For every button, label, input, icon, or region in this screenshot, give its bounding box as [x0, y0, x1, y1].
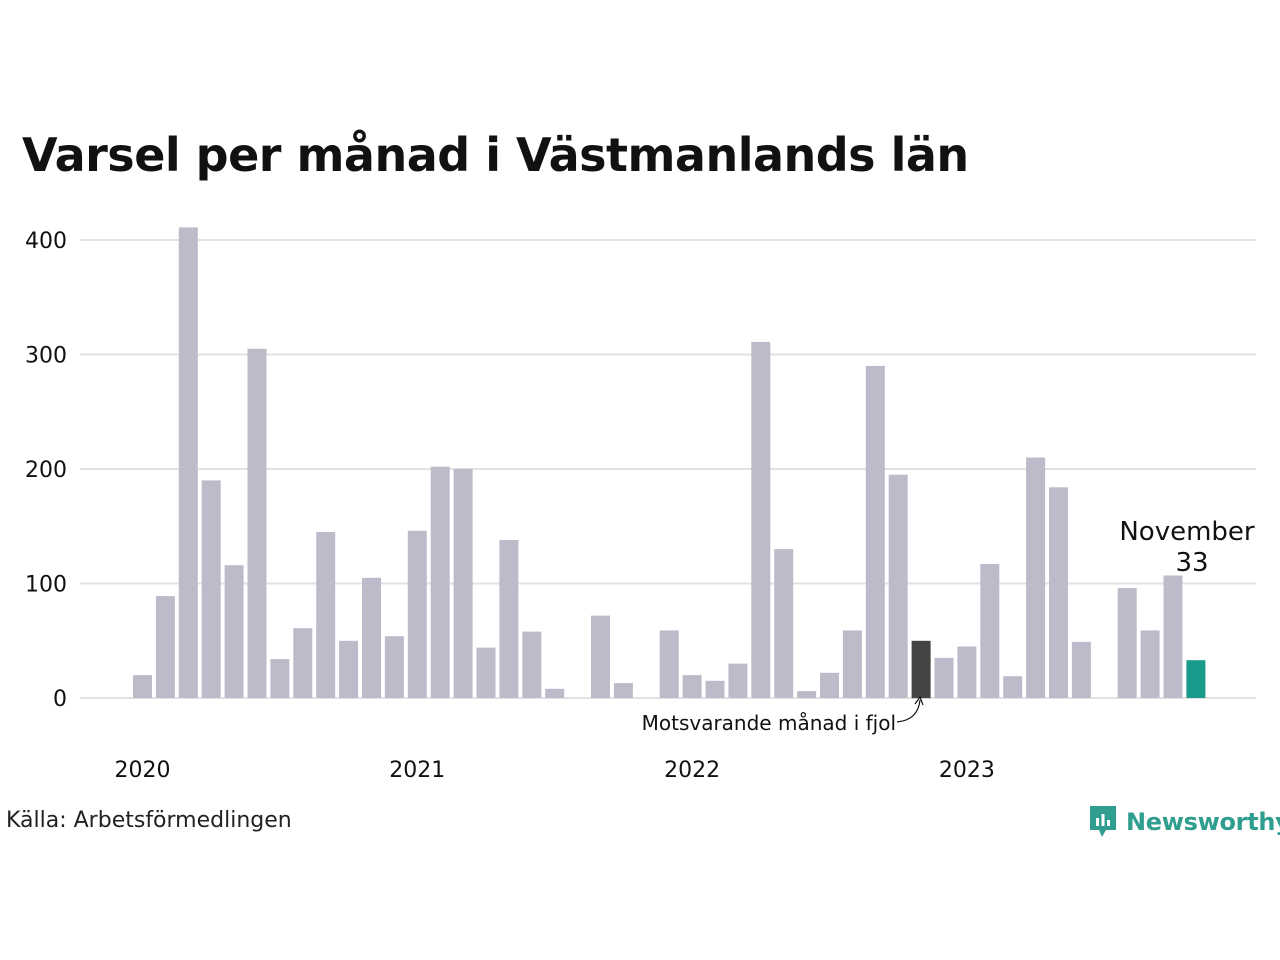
bar-2022-02	[705, 680, 725, 698]
bar-2023-02	[980, 564, 1000, 698]
bar-2023-08	[1117, 588, 1137, 698]
bar-2020-05	[224, 565, 244, 698]
bar-2020-07	[270, 659, 290, 698]
x-tick-label: 2022	[664, 758, 720, 783]
bar-2021-03	[453, 469, 473, 698]
bar-2021-07	[545, 688, 565, 698]
newsworthy-logo-icon	[1090, 806, 1116, 837]
x-axis-ticks: 2020 2021 2022 2023	[115, 758, 995, 783]
bar-2023-05	[1049, 487, 1068, 698]
y-tick-label: 200	[25, 458, 67, 483]
bar-2020-02	[155, 596, 175, 698]
bar-2022-10	[888, 474, 908, 698]
bar-2022-06	[797, 691, 817, 698]
bar-2021-09	[591, 615, 610, 698]
bar-2020-03	[178, 227, 198, 698]
bar-2020-01	[133, 675, 152, 698]
bar-2021-05	[499, 540, 519, 698]
bar-2020-12	[384, 636, 404, 698]
current-month-callout: November 33	[1119, 517, 1255, 578]
bar-2023-10	[1163, 575, 1183, 698]
annotation-arrowhead	[914, 695, 924, 706]
x-tick-label: 2021	[389, 758, 445, 783]
bar-2022-08	[842, 630, 862, 698]
bar-2020-08	[293, 628, 313, 698]
bar-2023-06	[1071, 641, 1091, 698]
callout-value: 33	[1175, 548, 1208, 578]
bar-2022-03	[728, 663, 748, 698]
y-tick-label: 0	[53, 687, 67, 712]
bar-2022-12	[934, 657, 954, 698]
bar-2021-10	[613, 683, 633, 698]
bar-2022-05	[774, 549, 794, 698]
source-note: Källa: Arbetsförmedlingen	[6, 808, 292, 833]
bar-2021-01	[407, 530, 427, 698]
chart-title: Varsel per månad i Västmanlands län	[22, 128, 969, 182]
bar-2021-04	[476, 647, 496, 698]
bar-2020-10	[339, 640, 359, 699]
y-tick-label: 300	[25, 344, 67, 369]
annotation-arrow	[896, 699, 921, 723]
bar-2020-04	[201, 480, 221, 698]
bar-2020-11	[362, 577, 381, 698]
y-axis-ticks: 0 100 200 300 400	[25, 229, 67, 712]
y-tick-label: 100	[25, 573, 67, 598]
bar-2023-11	[1186, 660, 1206, 698]
x-tick-label: 2020	[115, 758, 171, 783]
brand-name: Newsworthy	[1126, 808, 1280, 836]
y-tick-label: 400	[25, 229, 67, 254]
bars	[133, 227, 1206, 699]
bar-2022-11	[911, 640, 931, 699]
callout-label: November	[1119, 517, 1255, 547]
bar-2021-12	[659, 630, 679, 698]
bar-2022-07	[820, 672, 839, 698]
bar-2021-02	[430, 466, 450, 698]
x-tick-label: 2023	[939, 758, 995, 783]
annotation-text: Motsvarande månad i fjol	[642, 711, 896, 735]
bar-2022-09	[865, 365, 885, 698]
bar-2023-01	[957, 646, 977, 698]
bar-2022-04	[751, 341, 771, 698]
bar-2021-06	[522, 631, 542, 698]
bar-2022-01	[682, 675, 702, 698]
brand-logo: Newsworthy	[1088, 804, 1280, 840]
bar-2020-06	[247, 348, 267, 698]
bar-2020-09	[316, 532, 336, 698]
bar-2023-03	[1003, 676, 1023, 698]
bar-2023-04	[1026, 457, 1046, 698]
bar-2023-09	[1140, 630, 1160, 698]
previous-year-annotation: Motsvarande månad i fjol	[642, 695, 924, 735]
